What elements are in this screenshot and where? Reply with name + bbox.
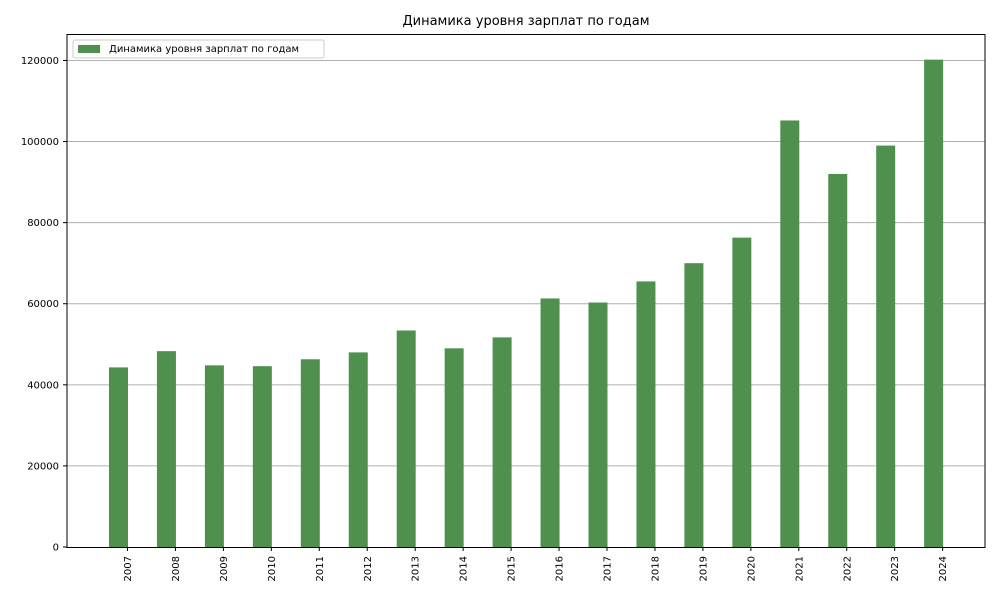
x-tick-label: 2024 bbox=[938, 556, 949, 581]
x-tick-label: 2020 bbox=[746, 556, 757, 581]
bar bbox=[876, 145, 896, 547]
bar bbox=[348, 352, 368, 547]
bar bbox=[156, 351, 176, 547]
x-tick-label: 2008 bbox=[171, 556, 182, 581]
y-gridlines bbox=[67, 59, 985, 467]
legend: Динамика уровня зарплат по годам bbox=[72, 39, 325, 59]
y-tick-label: 20000 bbox=[27, 461, 59, 472]
x-tick-label: 2021 bbox=[794, 556, 805, 581]
x-tick-label: 2014 bbox=[459, 556, 470, 581]
bar bbox=[252, 366, 272, 547]
y-tick-label: 60000 bbox=[27, 299, 59, 310]
x-axis-ticks: 2007 2008 2009 2010 2011 2012 2013 2014 2015 2016… bbox=[123, 547, 949, 581]
legend-label: Динамика уровня зарплат по годам bbox=[109, 44, 299, 55]
x-tick-label: 2023 bbox=[890, 556, 901, 581]
y-tick-label: 80000 bbox=[27, 218, 59, 229]
x-tick-label: 2009 bbox=[219, 556, 230, 581]
bar bbox=[636, 281, 656, 547]
bar bbox=[540, 298, 560, 547]
x-tick-label: 2016 bbox=[555, 556, 566, 581]
legend-box bbox=[72, 39, 325, 59]
y-tick-label: 100000 bbox=[21, 137, 59, 148]
y-tick-label: 0 bbox=[53, 543, 59, 554]
bar bbox=[924, 59, 944, 547]
bar bbox=[732, 237, 752, 547]
x-tick-label: 2022 bbox=[842, 556, 853, 581]
bar bbox=[684, 263, 704, 547]
bar bbox=[204, 365, 224, 547]
chart-title: Динамика уровня зарплат по годам bbox=[402, 14, 649, 29]
legend-swatch bbox=[78, 45, 100, 53]
bar bbox=[109, 367, 128, 547]
bar bbox=[300, 359, 320, 547]
bar bbox=[780, 120, 800, 547]
x-tick-label: 2017 bbox=[603, 556, 614, 581]
bars bbox=[109, 59, 944, 547]
x-tick-label: 2012 bbox=[363, 556, 374, 581]
x-tick-label: 2015 bbox=[507, 556, 518, 581]
y-tick-label: 120000 bbox=[21, 56, 59, 67]
bar bbox=[492, 337, 512, 547]
bar bbox=[396, 330, 416, 547]
x-tick-label: 2018 bbox=[650, 556, 661, 581]
x-tick-label: 2013 bbox=[411, 556, 422, 581]
bar bbox=[588, 302, 608, 547]
x-tick-label: 2011 bbox=[315, 556, 326, 581]
x-tick-label: 2007 bbox=[123, 556, 134, 581]
x-tick-label: 2010 bbox=[267, 556, 278, 581]
y-tick-label: 40000 bbox=[27, 380, 59, 391]
y-axis-ticks: 0 20000 40000 60000 80000 100000 120000 bbox=[21, 56, 67, 554]
bar bbox=[828, 173, 848, 547]
x-tick-label: 2019 bbox=[698, 556, 709, 581]
bar bbox=[444, 348, 464, 547]
plot-area-frame bbox=[66, 34, 986, 548]
